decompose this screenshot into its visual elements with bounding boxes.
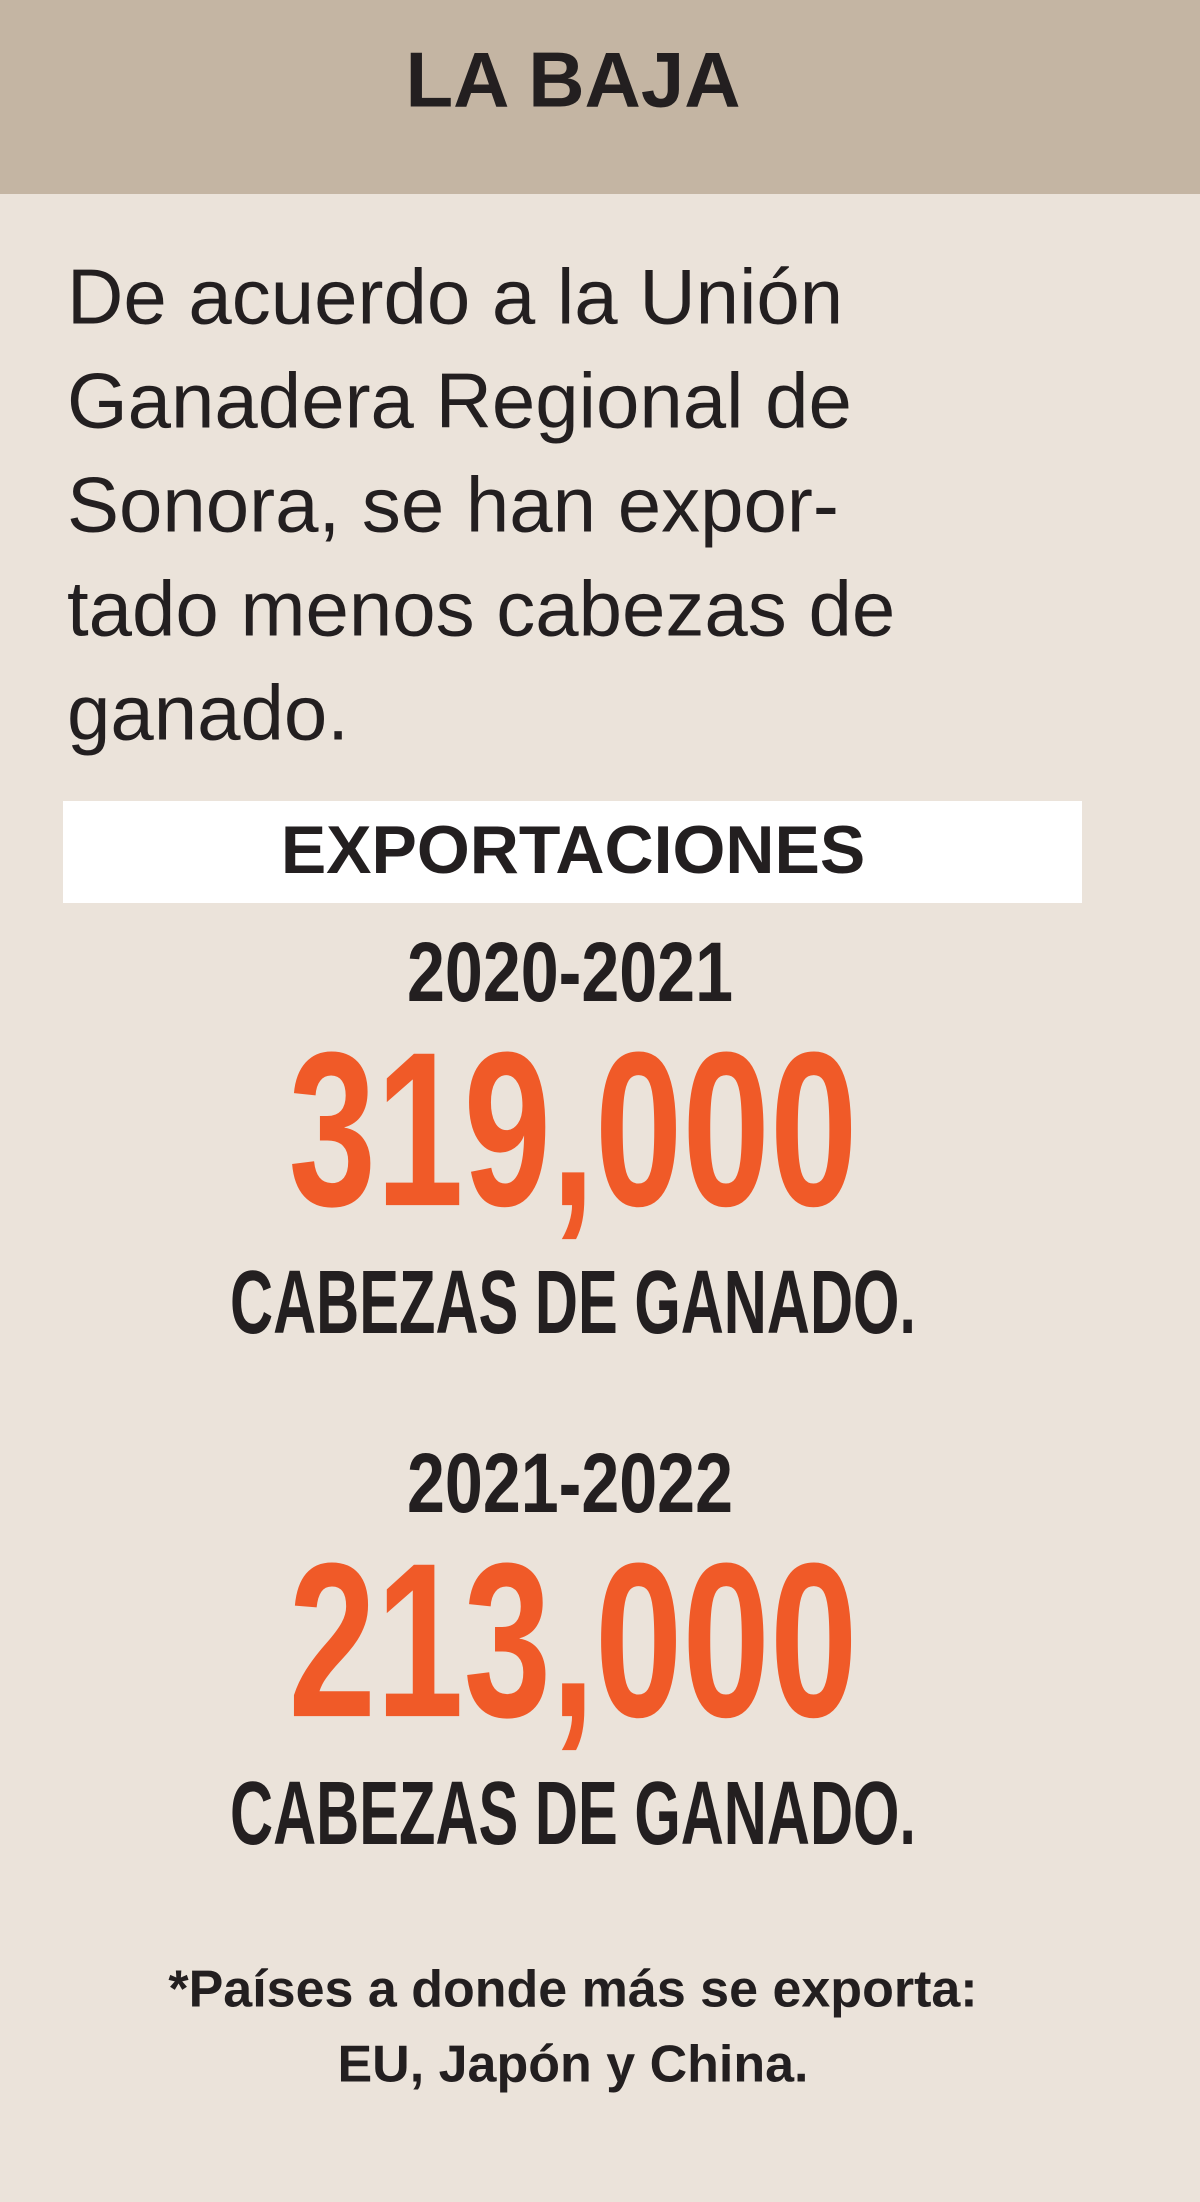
footnote-line: *Países a donde más se exporta:	[168, 1961, 977, 2019]
intro-line: tado menos cabezas de	[67, 565, 895, 653]
header-title: LA BAJA	[405, 36, 740, 124]
header-band	[0, 0, 1200, 194]
intro-line: Sonora, se han expor-	[67, 461, 839, 549]
export-value: 213,000	[289, 1517, 858, 1763]
export-unit: CABEZAS DE GANADO.	[230, 1764, 916, 1864]
intro: De acuerdo a la Unión Ganadera Regional d…	[67, 253, 895, 757]
section-title: EXPORTACIONES	[281, 812, 865, 888]
intro-line: ganado.	[67, 669, 349, 757]
intro-line: De acuerdo a la Unión	[67, 253, 843, 341]
footnote-line: EU, Japón y China.	[338, 2036, 809, 2094]
period-label: 2021-2022	[407, 1436, 733, 1530]
export-value: 319,000	[289, 1006, 858, 1252]
intro-line: Ganadera Regional de	[67, 357, 852, 445]
period-label: 2020-2021	[407, 925, 733, 1019]
section-title-box	[63, 801, 1082, 903]
export-unit: CABEZAS DE GANADO.	[230, 1253, 916, 1353]
footnote: *Países a donde más se exporta: EU, Japón…	[168, 1961, 977, 2094]
